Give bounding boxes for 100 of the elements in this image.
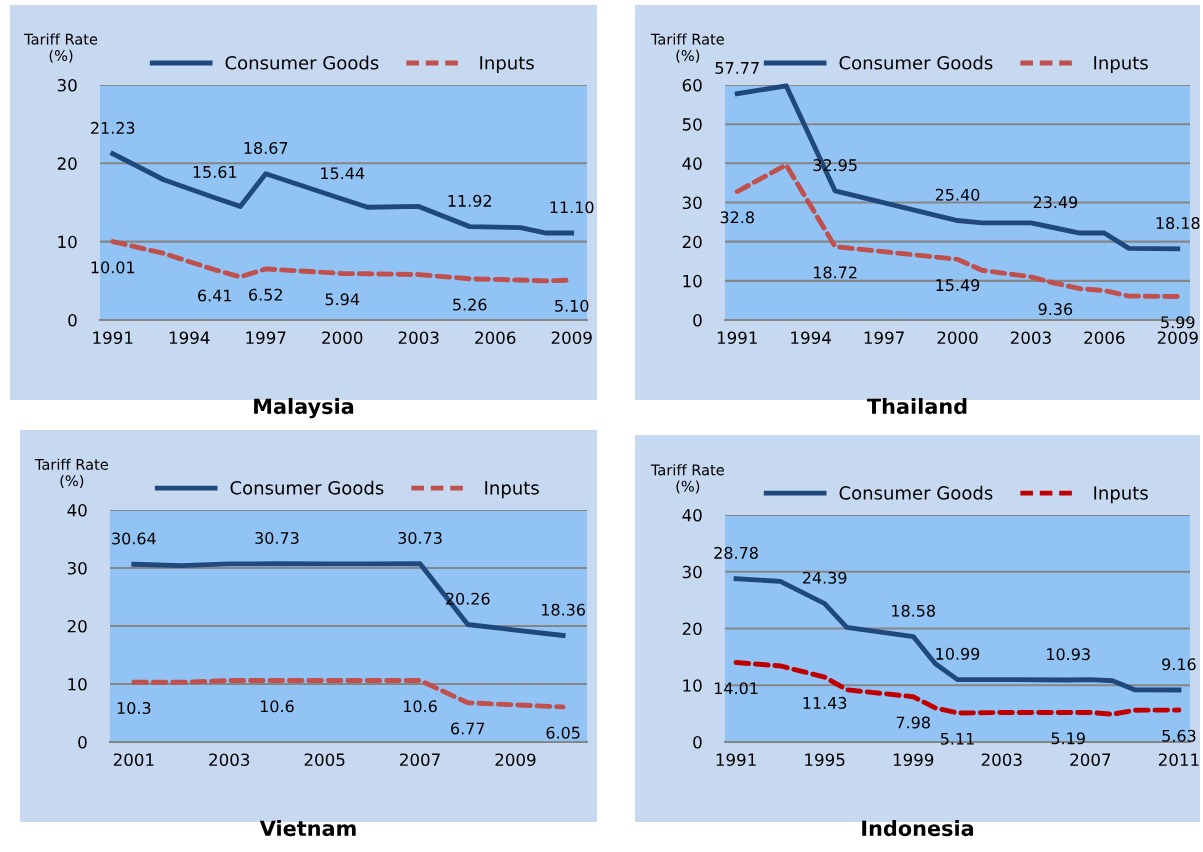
text: Malaysia [254,398,354,419]
data-label: 10.93 [1047,648,1090,661]
data-label: 6.41 [198,289,232,302]
y-axis-title: Tariff Rate (%) [650,33,724,63]
data-label: 5.10 [555,299,589,312]
y-axis-title: Tariff Rate (%) [650,464,724,494]
x-tick-label: 2003 [209,753,250,767]
x-tick-label: 1994 [169,331,210,345]
data-label: 24.39 [802,571,847,584]
data-label: 18.36 [542,603,586,616]
x-tick-label: 2005 [304,753,345,767]
legend-label: Inputs [1094,56,1148,74]
text: Indonesia [862,820,974,837]
legend-label: Consumer Goods [225,55,379,70]
data-label: 10.3 [117,701,151,715]
x-tick-label: 1991 [717,331,757,345]
data-label: 30.64 [112,532,156,545]
data-label: 10.01 [91,261,135,274]
x-tick-label: 1991 [93,331,133,345]
data-label: 18.58 [892,604,935,617]
x-tick-label: 2011 [1158,753,1199,767]
data-label: 11.92 [448,194,491,207]
data-label: 9.36 [1038,303,1073,316]
data-label: 25.40 [935,188,980,201]
y-tick-label: 20 [682,622,702,636]
data-label: 5.11 [940,732,974,745]
data-label: 18.67 [244,141,288,154]
data-label: 6.52 [249,288,282,301]
data-label: 15.61 [193,165,237,178]
data-label: 28.78 [714,546,758,559]
data-label: 15.49 [936,279,980,292]
data-label: 32.95 [813,159,857,172]
data-label: 30.73 [398,531,442,544]
y-tick-label: 20 [682,235,702,249]
x-tick-label: 1997 [864,331,904,345]
y-tick-label: 10 [58,235,77,249]
data-label: 5.99 [1161,316,1195,329]
data-label: 6.05 [546,726,580,739]
y-tick-label: 30 [682,565,702,579]
data-label: 10.6 [260,700,294,713]
x-tick-label: 1991 [716,753,756,767]
y-tick-label: 40 [682,508,702,522]
data-label: 30.73 [255,531,299,544]
data-label: 5.94 [325,293,360,306]
y-tick-label: 20 [57,157,77,170]
data-label: 5.63 [1162,729,1196,742]
y-tick-label: 0 [693,313,702,327]
x-tick-label: 2009 [1157,331,1198,345]
x-tick-label: 1994 [791,331,831,345]
x-tick-label: 2003 [981,753,1022,767]
data-label: 11.10 [550,201,594,214]
data-label: 14.01 [714,682,758,695]
x-tick-label: 2003 [398,331,439,345]
data-label: 15.44 [321,167,365,180]
legend-label: Inputs [1094,486,1148,504]
y-tick-label: 30 [682,196,702,210]
x-tick-label: 2007 [400,753,440,767]
legend-label: Consumer Goods [230,480,384,495]
x-tick-label: 1995 [805,753,845,767]
data-label: 18.18 [1156,216,1200,230]
y-axis-title: Tariff Rate (%) [34,458,108,489]
legend-label: Consumer Goods [839,485,993,500]
data-label: 11.43 [803,696,847,709]
data-label: 5.19 [1051,732,1085,745]
text: Thailand [867,398,967,415]
legend-label: Consumer Goods [839,55,993,70]
data-label: 21.23 [91,121,135,134]
y-tick-label: 10 [683,679,702,692]
data-label: 23.49 [1033,196,1078,209]
x-tick-label: 2009 [551,331,592,345]
data-label: 10.99 [936,647,980,660]
y-tick-label: 30 [67,561,87,575]
data-label: 5.26 [453,298,487,311]
legend-label: Inputs [480,56,534,74]
x-tick-label: 2000 [322,331,363,345]
x-tick-label: 2006 [1084,331,1125,345]
x-tick-label: 2006 [475,331,516,345]
data-label: 32.8 [720,211,754,224]
x-tick-label: 2009 [495,753,536,767]
y-tick-label: 40 [682,157,702,170]
x-tick-label: 2001 [113,753,154,767]
y-tick-label: 60 [682,78,702,92]
y-tick-label: 0 [78,735,87,749]
y-tick-label: 10 [683,274,702,288]
y-tick-label: 30 [57,78,77,92]
data-label: 7.98 [896,716,930,729]
x-tick-label: 1999 [893,753,934,767]
data-label: 6.77 [451,722,485,735]
x-tick-label: 1997 [246,331,286,345]
data-label: 18.72 [814,266,857,279]
data-label: 9.16 [1162,658,1196,671]
data-label: 10.6 [404,700,437,713]
data-label: 57.77 [715,62,759,74]
y-tick-label: 50 [682,118,702,131]
y-tick-label: 0 [68,313,77,327]
y-tick-label: 10 [68,677,87,691]
y-tick-label: 0 [693,735,702,749]
y-axis-title: Tariff Rate (%) [24,33,98,63]
x-tick-label: 2003 [1010,331,1051,345]
x-tick-label: 2000 [937,331,978,345]
